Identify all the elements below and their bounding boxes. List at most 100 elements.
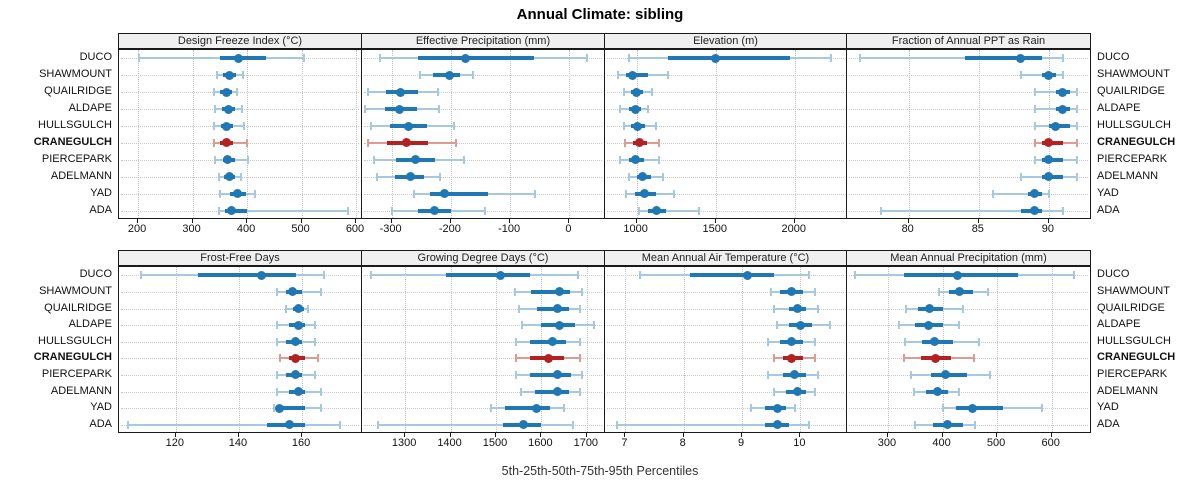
interval-cap-high xyxy=(534,189,537,198)
site-label-ada: ADA xyxy=(1097,417,1120,430)
median-dot xyxy=(461,53,471,63)
axis-tick-label: 7 xyxy=(621,437,628,449)
site-label-duco: DUCO xyxy=(1097,51,1130,64)
gridline-vertical xyxy=(586,267,588,432)
median-dot xyxy=(444,70,454,80)
panel-header-elevation: Elevation (m) xyxy=(604,33,847,49)
interval-cap-low xyxy=(514,287,517,296)
interval-cap-low xyxy=(914,420,917,429)
gridline-vertical xyxy=(800,267,802,432)
axis-tick-label: 90 xyxy=(1041,223,1055,235)
axis-tick xyxy=(941,433,943,437)
gridline-horizontal xyxy=(364,176,602,178)
axis-tick xyxy=(390,219,392,223)
gridline-vertical xyxy=(450,267,452,432)
panel-header-effective-precipitation: Effective Precipitation (mm) xyxy=(361,33,605,49)
interval-cap-high xyxy=(813,287,816,296)
interval-cap-low xyxy=(217,206,220,215)
median-dot xyxy=(795,320,805,330)
interval-cap-high xyxy=(239,172,242,181)
axis-tick-label: 10 xyxy=(793,437,806,449)
site-label-hullsgulch: HULLSGULCH xyxy=(38,334,112,347)
median-dot xyxy=(933,387,943,396)
axis-tick-label: -300 xyxy=(379,223,402,235)
gridline-horizontal xyxy=(364,325,602,327)
axis-tick-label: 120 xyxy=(165,437,184,449)
interval-25-75 xyxy=(278,406,306,411)
gridline-horizontal xyxy=(364,374,602,376)
median-dot xyxy=(631,104,641,114)
median-dot xyxy=(628,70,638,80)
interval-cap-low xyxy=(619,155,622,164)
median-dot xyxy=(288,287,298,297)
interval-5-95 xyxy=(859,57,1063,60)
median-dot xyxy=(234,53,244,63)
median-dot xyxy=(1058,87,1068,97)
axis-tick xyxy=(682,433,684,437)
axis-tick xyxy=(246,219,248,223)
interval-25-75 xyxy=(430,191,488,196)
gridline-horizontal xyxy=(607,341,844,343)
gridline-horizontal xyxy=(849,308,1088,310)
gridline-horizontal xyxy=(607,291,844,293)
site-label-piercepark: PIERCEPARK xyxy=(1097,367,1168,380)
site-label-ada: ADA xyxy=(89,203,112,216)
interval-cap-low xyxy=(363,105,366,114)
gridline-horizontal xyxy=(121,308,359,310)
median-dot xyxy=(711,53,721,63)
interval-cap-high xyxy=(579,354,582,363)
interval-cap-high xyxy=(1061,71,1064,80)
interval-cap-high xyxy=(813,387,816,396)
interval-cap-low xyxy=(773,354,776,363)
axis-tick-label: 500 xyxy=(291,223,310,235)
interval-cap-low xyxy=(213,105,216,114)
interval-cap-high xyxy=(1047,189,1050,198)
interval-cap-low xyxy=(773,304,776,313)
median-dot xyxy=(941,370,951,380)
interval-25-75 xyxy=(225,208,248,213)
median-dot xyxy=(1044,70,1054,80)
gridline-vertical xyxy=(541,267,543,432)
gridline-vertical xyxy=(1051,267,1053,432)
interval-25-75 xyxy=(964,56,1042,61)
axis-tick-label: 1400 xyxy=(437,437,462,449)
panel-header-mean-annual-air-temperature: Mean Annual Air Temperature (°C) xyxy=(604,250,847,266)
axis-tick xyxy=(799,433,801,437)
interval-cap-high xyxy=(253,189,256,198)
interval-cap-low xyxy=(627,54,630,63)
interval-cap-high xyxy=(303,54,306,63)
gridline-vertical xyxy=(247,50,249,218)
median-dot xyxy=(632,87,642,97)
gridline-vertical xyxy=(138,50,140,218)
interval-cap-low xyxy=(913,387,916,396)
axis-tick xyxy=(624,433,626,437)
median-dot xyxy=(518,420,528,430)
site-label-hullsgulch: HULLSGULCH xyxy=(1097,119,1171,132)
axis-tick-label: 400 xyxy=(932,437,951,449)
interval-cap-low xyxy=(897,321,900,330)
interval-cap-high xyxy=(246,155,249,164)
interval-cap-low xyxy=(941,404,944,413)
interval-cap-high xyxy=(828,321,831,330)
gridline-vertical xyxy=(301,50,303,218)
median-dot xyxy=(396,87,406,97)
axis-tick-label: 300 xyxy=(877,437,897,449)
interval-cap-low xyxy=(490,404,493,413)
gridline-vertical xyxy=(625,267,627,432)
median-dot xyxy=(640,189,650,199)
site-label-cranegulch: CRANEGULCH xyxy=(33,351,112,364)
site-label-aldape: ALDAPE xyxy=(1097,318,1141,331)
median-dot xyxy=(294,304,304,313)
interval-cap-high xyxy=(452,122,455,131)
panel-header-growing-degree-days: Growing Degree Days (°C) xyxy=(361,250,605,266)
interval-5-95 xyxy=(880,209,1063,212)
axis-tick xyxy=(137,219,139,223)
interval-cap-high xyxy=(439,172,442,181)
chart-title: Annual Climate: sibling xyxy=(516,6,684,23)
gridline-horizontal xyxy=(121,325,359,327)
interval-cap-high xyxy=(1072,271,1075,280)
interval-cap-low xyxy=(767,370,770,379)
interval-cap-high xyxy=(672,189,675,198)
median-dot xyxy=(291,337,301,347)
interval-cap-high xyxy=(1075,122,1078,131)
